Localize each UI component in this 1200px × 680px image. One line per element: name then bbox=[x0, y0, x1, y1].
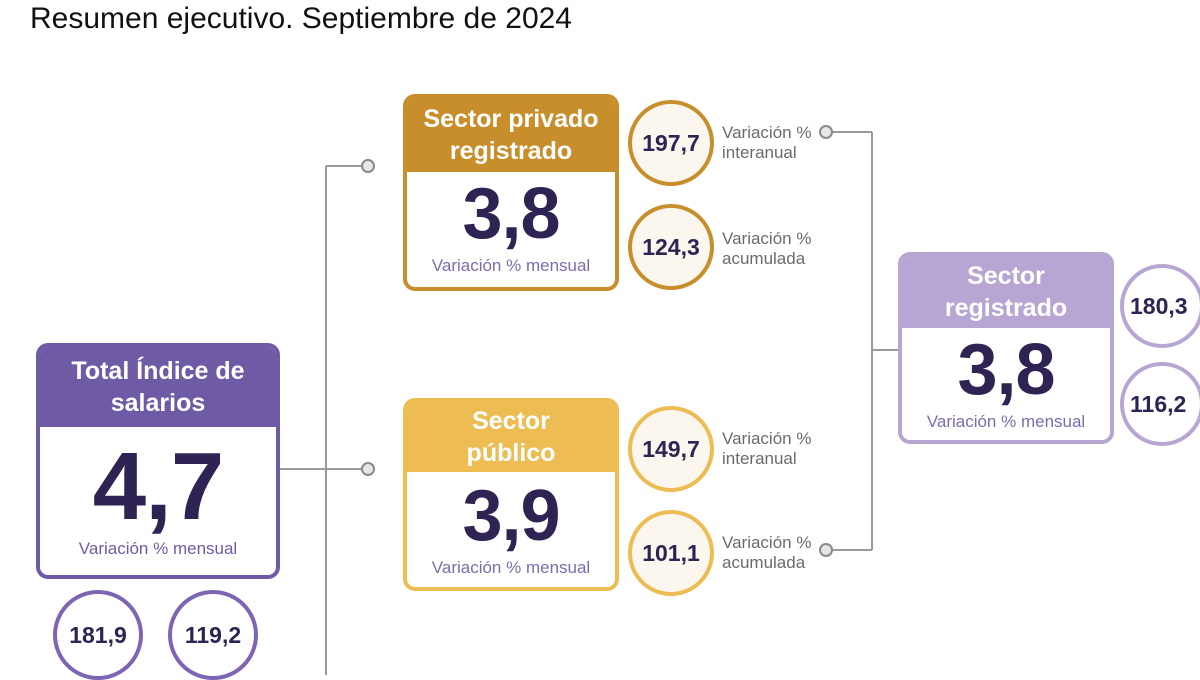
card-sub-label: Variación % mensual bbox=[926, 412, 1086, 431]
public-interanual-label: Variación % interanual bbox=[722, 429, 812, 468]
private-interanual-label: Variación % interanual bbox=[722, 123, 812, 162]
card-header: Total Índice de salarios bbox=[40, 347, 276, 427]
card-header-label: Sector registrado bbox=[944, 262, 1068, 322]
card-header-label: Sector público bbox=[466, 407, 556, 467]
card-header-label: Total Índice de salarios bbox=[71, 357, 245, 417]
card-value: 3,8 bbox=[462, 174, 560, 254]
card-value: 4,7 bbox=[92, 433, 224, 540]
private-acumulada-circle: 124,3 bbox=[628, 204, 714, 290]
card-header: Sector privado registrado bbox=[407, 98, 615, 172]
card-header: Sector registrado bbox=[902, 256, 1110, 328]
private-sector-card: Sector privado registrado 3,8 Variación … bbox=[403, 94, 619, 291]
card-header-label: Sector privado registrado bbox=[423, 105, 599, 165]
card-sub-label: Variación % mensual bbox=[431, 558, 591, 577]
registered-acumulada-circle: 116,2 bbox=[1120, 362, 1200, 446]
card-sub-label: Variación % mensual bbox=[431, 256, 591, 275]
card-sub-label: Variación % mensual bbox=[78, 539, 238, 558]
private-interanual-circle: 197,7 bbox=[628, 100, 714, 186]
connector-dot bbox=[819, 543, 833, 557]
public-acumulada-label: Variación % acumulada bbox=[722, 533, 812, 572]
card-header: Sector público bbox=[407, 402, 615, 472]
connector-dot bbox=[361, 159, 375, 173]
public-interanual-circle: 149,7 bbox=[628, 406, 714, 492]
card-value: 3,8 bbox=[957, 330, 1055, 410]
card-value: 3,9 bbox=[462, 476, 560, 556]
registered-interanual-circle: 180,3 bbox=[1120, 264, 1200, 348]
page-title: Resumen ejecutivo. Septiembre de 2024 bbox=[30, 2, 572, 35]
private-acumulada-label: Variación % acumulada bbox=[722, 229, 812, 268]
registered-sector-card: Sector registrado 3,8 Variación % mensua… bbox=[898, 252, 1114, 444]
connector-dot bbox=[819, 125, 833, 139]
public-sector-card: Sector público 3,9 Variación % mensual bbox=[403, 398, 619, 591]
connector-dot bbox=[361, 462, 375, 476]
public-acumulada-circle: 101,1 bbox=[628, 510, 714, 596]
total-salary-index-card: Total Índice de salarios 4,7 Variación %… bbox=[36, 343, 280, 579]
total-interanual-circle: 181,9 bbox=[53, 590, 143, 680]
total-acumulada-circle: 119,2 bbox=[168, 590, 258, 680]
